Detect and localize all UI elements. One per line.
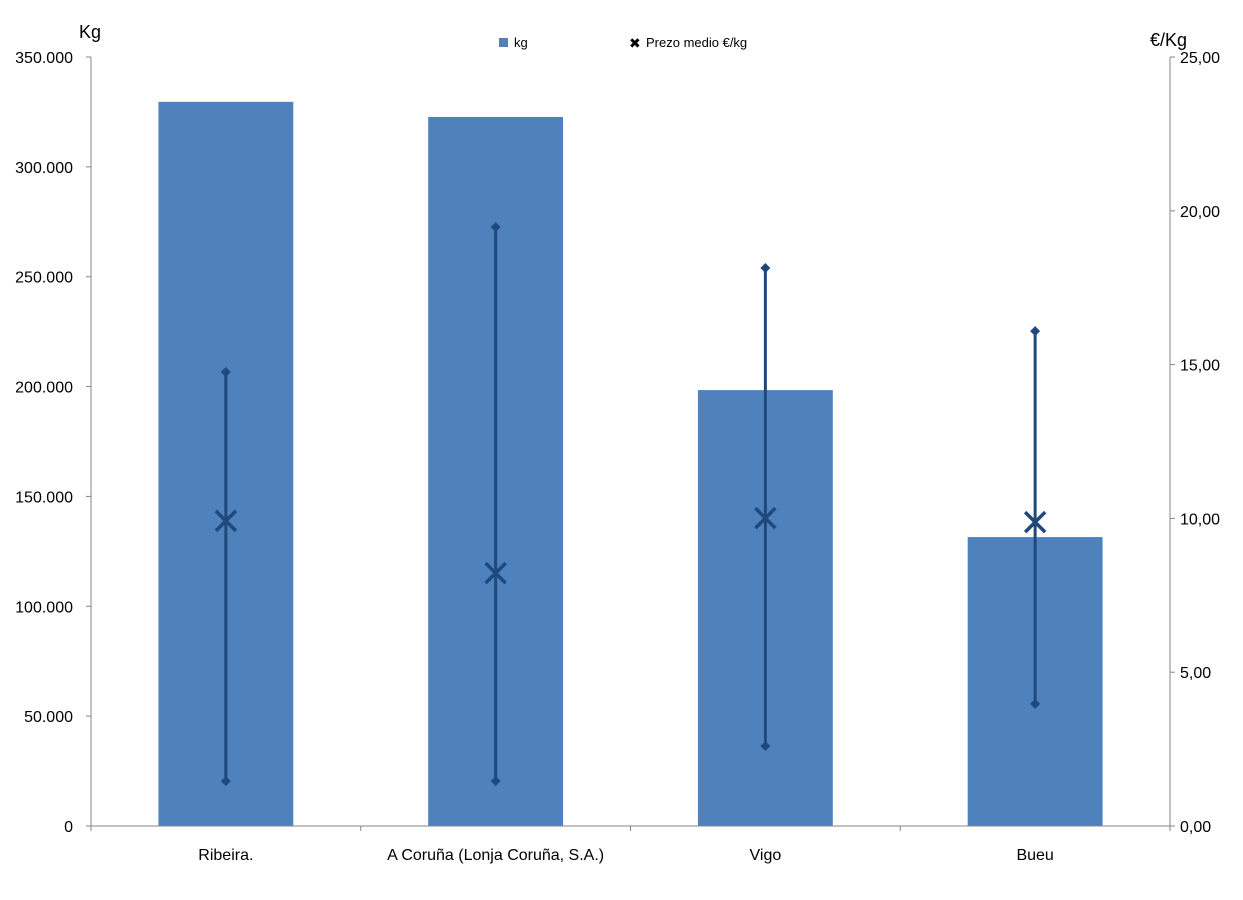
y-axis-label: Kg	[79, 22, 101, 42]
x-tick-label: Bueu	[1016, 847, 1053, 864]
y-tick-label: 100.000	[15, 599, 73, 616]
x-tick-label: A Coruña (Lonja Coruña, S.A.)	[387, 847, 604, 864]
price-min-marker-3	[1030, 698, 1041, 709]
legend-x-marker-icon: ✖	[629, 35, 641, 51]
y-tick-label: 250.000	[15, 270, 73, 287]
price-max-marker-0	[220, 366, 231, 377]
price-max-marker-3	[1030, 326, 1041, 337]
y-tick-label: 200.000	[15, 380, 73, 397]
y-tick-label: 350.000	[15, 50, 73, 67]
price-avg-marker-3	[1023, 510, 1047, 534]
y2-tick-label: 5,00	[1180, 665, 1211, 682]
price-max-marker-1	[490, 222, 501, 233]
y-tick-label: 0	[64, 819, 73, 836]
y2-tick-label: 0,00	[1180, 819, 1211, 836]
x-tick-label: Vigo	[750, 847, 782, 864]
y2-axis-label: €/Kg	[1150, 30, 1187, 50]
legend-label-kg: kg	[514, 35, 528, 50]
y-tick-label: 50.000	[24, 709, 73, 726]
legend-swatch-kg	[499, 38, 508, 47]
legend: kg ✖ Prezo medio €/kg	[499, 35, 747, 51]
legend-label-price: Prezo medio €/kg	[646, 35, 747, 50]
price-avg-marker-2	[754, 506, 777, 530]
price-min-marker-0	[220, 776, 231, 787]
price-avg-marker-1	[484, 561, 507, 585]
y-tick-label: 150.000	[15, 489, 73, 506]
price-min-marker-1	[490, 776, 501, 787]
y2-tick-label: 20,00	[1180, 204, 1220, 221]
y2-tick-label: 15,00	[1180, 358, 1220, 375]
y2-tick-label: 25,00	[1180, 50, 1220, 67]
y2-tick-label: 10,00	[1180, 511, 1220, 528]
x-tick-label: Ribeira.	[198, 847, 253, 864]
price-min-marker-2	[760, 741, 771, 752]
price-avg-marker-0	[214, 509, 238, 533]
y-tick-label: 300.000	[15, 160, 73, 177]
price-max-marker-2	[760, 263, 771, 274]
